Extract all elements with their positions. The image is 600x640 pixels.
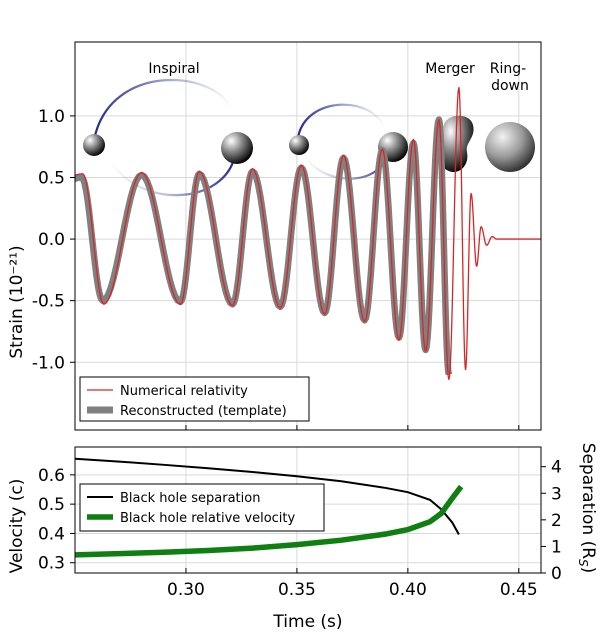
legend-label-reconstructed-template: Reconstructed (template) <box>120 404 287 419</box>
phase-label-merger: Merger <box>425 61 475 77</box>
orbit-arc-upper <box>92 79 234 141</box>
velocity-y-axis-label: Velocity (c) <box>7 479 27 574</box>
time-x-tick-label-0: 0.30 <box>167 580 205 600</box>
strain-y-tick-label-3: 0.5 <box>38 168 65 188</box>
time-x-axis-label: Time (s) <box>272 612 342 632</box>
legend-box <box>79 376 310 422</box>
strain-gridlines <box>75 42 541 430</box>
final-black-hole <box>485 122 535 172</box>
strain-legend: Numerical relativity Reconstructed (temp… <box>79 376 310 422</box>
separation-y-tick-label-0: 0 <box>551 564 562 584</box>
black-hole-large <box>221 132 253 164</box>
series-line-black-hole-relative-velocity <box>75 484 464 558</box>
separation-y-tick-label-1: 1 <box>551 537 562 557</box>
strain-y-tick-label-1: -0.5 <box>32 292 65 312</box>
velocity-y-tick-label-1: 0.4 <box>38 524 65 544</box>
separation-y-tick-label-4: 4 <box>551 458 562 478</box>
time-x-tick-label-2: 0.40 <box>389 580 427 600</box>
series-line-reconstructed-template <box>75 116 453 376</box>
strain-plot-frame <box>74 41 542 431</box>
time-x-tick-label-3: 0.45 <box>500 580 538 600</box>
inspiral-illustration-1 <box>83 79 253 197</box>
velocity-legend: Black hole separation Black hole relativ… <box>79 483 325 532</box>
separation-y-tick-label-3: 3 <box>551 484 562 504</box>
merger-illustration <box>439 115 474 173</box>
phase-label-inspiral: Inspiral <box>148 61 199 77</box>
separation-y-tick-label-2: 2 <box>551 511 562 531</box>
legend-label-black-hole-relative-velocity: Black hole relative velocity <box>120 511 296 526</box>
strain-y-tick-label-2: 0.0 <box>38 230 65 250</box>
orbit-arc-upper <box>296 103 387 139</box>
phase-label-ringdown-2: down <box>491 78 529 94</box>
orbit-arc-lower <box>109 154 237 197</box>
velocity-y-tick-label-3: 0.6 <box>38 466 65 486</box>
legend-label-numerical-relativity: Numerical relativity <box>120 384 248 399</box>
phase-label-ringdown-1: Ring- <box>490 61 526 77</box>
separation-label-subscript: S <box>576 559 590 567</box>
velocity-panel: 0.30 0.35 0.40 0.45 0.3 0.4 0.5 0.6 0 1 2 3 4 Veloci… <box>7 443 598 632</box>
legend-box <box>79 483 325 532</box>
velocity-axes: 0.30 0.35 0.40 0.45 0.3 0.4 0.5 0.6 0 1 2 3 4 <box>38 458 562 600</box>
separation-label-text: Separation (R <box>578 443 598 559</box>
strain-panel: Inspiral Merger Ring- down -1.0 -0.5 0.0 0.… <box>7 41 542 431</box>
black-hole-small <box>83 134 105 156</box>
strain-y-tick-label-0: -1.0 <box>32 353 65 373</box>
merging-black-hole <box>439 115 474 173</box>
strain-y-tick-label-4: 1.0 <box>38 107 65 127</box>
velocity-y-tick-label-2: 0.5 <box>38 495 65 515</box>
legend-label-black-hole-separation: Black hole separation <box>120 491 260 506</box>
velocity-y-tick-label-0: 0.3 <box>38 554 65 574</box>
strain-y-axis-label: Strain (10⁻²¹) <box>7 245 27 358</box>
velocity-plot-frame <box>74 446 542 574</box>
black-hole-small <box>289 135 309 155</box>
strain-y-axis: -1.0 -0.5 0.0 0.5 1.0 <box>32 107 520 430</box>
separation-y-axis-label: Separation (RS) <box>576 443 598 574</box>
ringdown-illustration <box>485 122 535 172</box>
series-line-numerical-relativity <box>75 86 541 381</box>
separation-label-close: ) <box>578 567 598 574</box>
time-x-tick-label-1: 0.35 <box>278 580 316 600</box>
